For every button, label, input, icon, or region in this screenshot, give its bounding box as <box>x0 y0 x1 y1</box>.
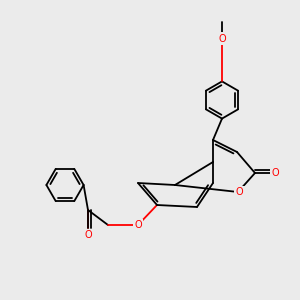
Text: O: O <box>134 220 142 230</box>
Text: O: O <box>236 187 243 197</box>
Text: O: O <box>84 230 92 241</box>
Text: O: O <box>218 34 226 44</box>
Text: O: O <box>272 168 279 178</box>
